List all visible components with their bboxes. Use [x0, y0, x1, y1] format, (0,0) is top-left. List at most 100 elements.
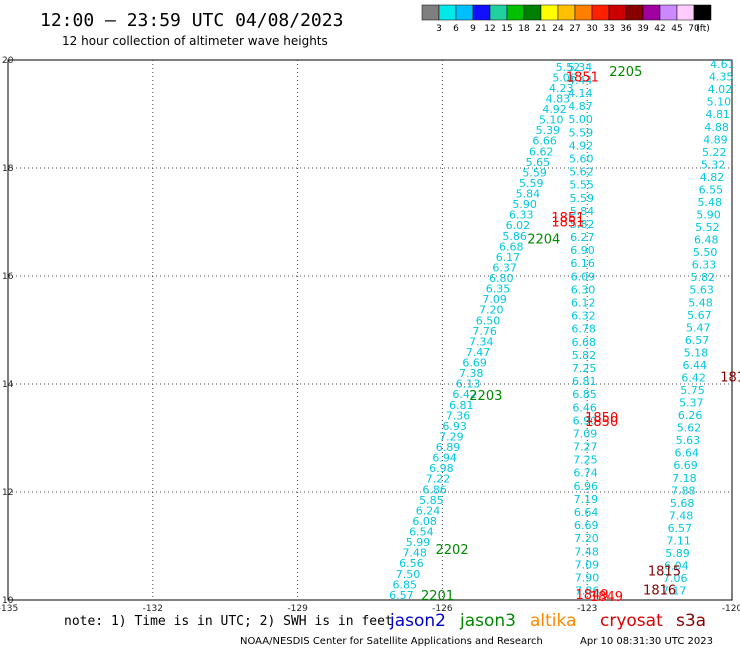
swh-value: 6.90	[570, 244, 595, 257]
satellite-legend-altika: altika	[530, 611, 577, 631]
swh-value: 7.48	[402, 547, 427, 560]
grid-lines	[8, 60, 732, 600]
swh-value: 6.33	[692, 259, 717, 272]
swh-value: 6.64	[574, 506, 599, 519]
pass-time-label: 1850	[585, 415, 618, 430]
colorbar-swatch	[455, 4, 474, 21]
pass-time-label: 2202	[436, 543, 469, 558]
pass-time-label: 1816	[643, 584, 676, 599]
swh-value: 5.60	[569, 152, 594, 165]
swh-value: 6.48	[694, 234, 719, 247]
swh-value: 7.48	[574, 545, 599, 558]
swh-value: 6.27	[570, 231, 595, 244]
colorbar-tick-label: 18	[518, 24, 530, 34]
swh-value: 5.82	[691, 271, 716, 284]
pass-time-label: 2203	[469, 389, 502, 404]
swh-value: 6.30	[571, 283, 596, 296]
swh-value: 6.98	[429, 462, 454, 475]
swh-value: 5.62	[677, 422, 702, 435]
colorbar-tick-label: 27	[569, 24, 580, 34]
satellite-legend: jason2 jason3 altika cryosat s3a	[389, 611, 706, 631]
swh-value: 7.11	[666, 534, 691, 547]
swh-value: 5.89	[665, 547, 690, 560]
colorbar-swatch	[540, 4, 559, 21]
swh-value: 6.85	[572, 388, 597, 401]
swh-value: 6.80	[489, 272, 514, 285]
footnote: note: 1) Time is in UTC; 2) SWH is in fe…	[64, 614, 393, 629]
y-tick-label: 14	[2, 380, 14, 390]
swh-value: 6.68	[499, 240, 524, 253]
swh-value: 7.06	[663, 572, 688, 585]
swh-value: 7.76	[472, 325, 497, 338]
swh-value: 7.18	[672, 472, 697, 485]
swh-value: 5.18	[684, 346, 709, 359]
y-tick-label: 20	[2, 56, 14, 66]
swh-value: 7.90	[575, 572, 600, 585]
colorbar-tick-label: 24	[552, 24, 564, 34]
swh-value: 5.59	[570, 192, 595, 205]
swh-value: 6.57	[668, 522, 693, 535]
axis-ticks: -135 -132 -129 -126 -123 -120 10 12 14 16 18 20	[0, 56, 740, 614]
x-tick-label: -132	[143, 604, 163, 614]
swh-value: 6.35	[486, 283, 511, 296]
swh-value: 5.59	[569, 126, 594, 139]
x-tick-label: -120	[722, 604, 740, 614]
colorbar-tick-label: 12	[484, 24, 495, 34]
swh-value: 6.81	[449, 399, 474, 412]
colorbar-tick-label: 70	[688, 24, 700, 34]
satellite-legend-jason2: jason2	[389, 611, 446, 631]
swh-value: 7.19	[574, 493, 599, 506]
swh-value: 5.82	[570, 218, 595, 231]
x-tick-label: -126	[432, 604, 453, 614]
swh-value: 5.22	[702, 146, 727, 159]
swh-value: 5.10	[539, 114, 564, 127]
swh-value: 6.69	[462, 357, 487, 370]
swh-value: 6.74	[573, 467, 598, 480]
swh-value: 5.62	[569, 166, 594, 179]
satellite-legend-s3a: s3a	[676, 611, 706, 631]
colorbar-legend: 3 6 9 12 15 18 21 24 27 30 33 36 39 42 45 70(ft)	[421, 4, 712, 34]
swh-value: 5.65	[526, 156, 551, 169]
swh-value: 7.09	[482, 293, 507, 306]
swh-value: 4.61	[710, 58, 735, 71]
colorbar-swatch	[642, 4, 661, 21]
y-tick-label: 16	[2, 272, 14, 282]
pass-time-label: 1815	[648, 565, 681, 580]
swh-value: 6.26	[678, 409, 703, 422]
swh-value: 7.38	[459, 367, 484, 380]
swh-value: 7.17	[662, 585, 687, 598]
colorbar-swatch	[693, 4, 712, 21]
pass-time-label: 1850	[585, 411, 618, 426]
swh-value: 7.34	[469, 335, 494, 348]
colorbar-tick-label: 36	[620, 24, 632, 34]
pass-time-label: 1849	[590, 590, 623, 605]
colorbar-tick-label: 3	[436, 24, 442, 34]
pass-time-label: 2205	[609, 65, 642, 80]
swh-value: 7.50	[396, 568, 421, 581]
swh-value: 6.09	[571, 270, 596, 283]
swh-value: 6.94	[432, 452, 457, 465]
swh-value: 7.48	[669, 509, 694, 522]
swh-value: 7.36	[446, 409, 471, 422]
swh-value: 6.32	[571, 310, 596, 323]
chart-title: 12:00 – 23:59 UTC 04/08/2023	[40, 10, 343, 31]
swh-value: 5.39	[536, 124, 561, 137]
pass-time-label: 1814	[720, 370, 740, 385]
colorbar-tick-label: 30	[586, 24, 598, 34]
swh-value: 5.63	[689, 284, 714, 297]
swh-value: 6.17	[496, 251, 521, 264]
swh-value: 6.93	[442, 420, 467, 433]
swh-value: 6.24	[416, 504, 441, 517]
pass-time-label: 1851	[566, 71, 599, 86]
colorbar-tick-label: 45	[671, 24, 682, 34]
swh-value: 6.55	[699, 183, 724, 196]
swh-value: 6.33	[509, 209, 534, 222]
colorbar-swatch	[438, 4, 457, 21]
swh-value: 5.52	[556, 61, 581, 74]
swh-value: 6.64	[674, 447, 699, 460]
swh-value: 6.37	[492, 261, 517, 274]
colorbar-swatch	[591, 4, 610, 21]
swh-value: 5.84	[570, 205, 595, 218]
chart-subtitle: 12 hour collection of altimeter wave hei…	[62, 34, 328, 48]
